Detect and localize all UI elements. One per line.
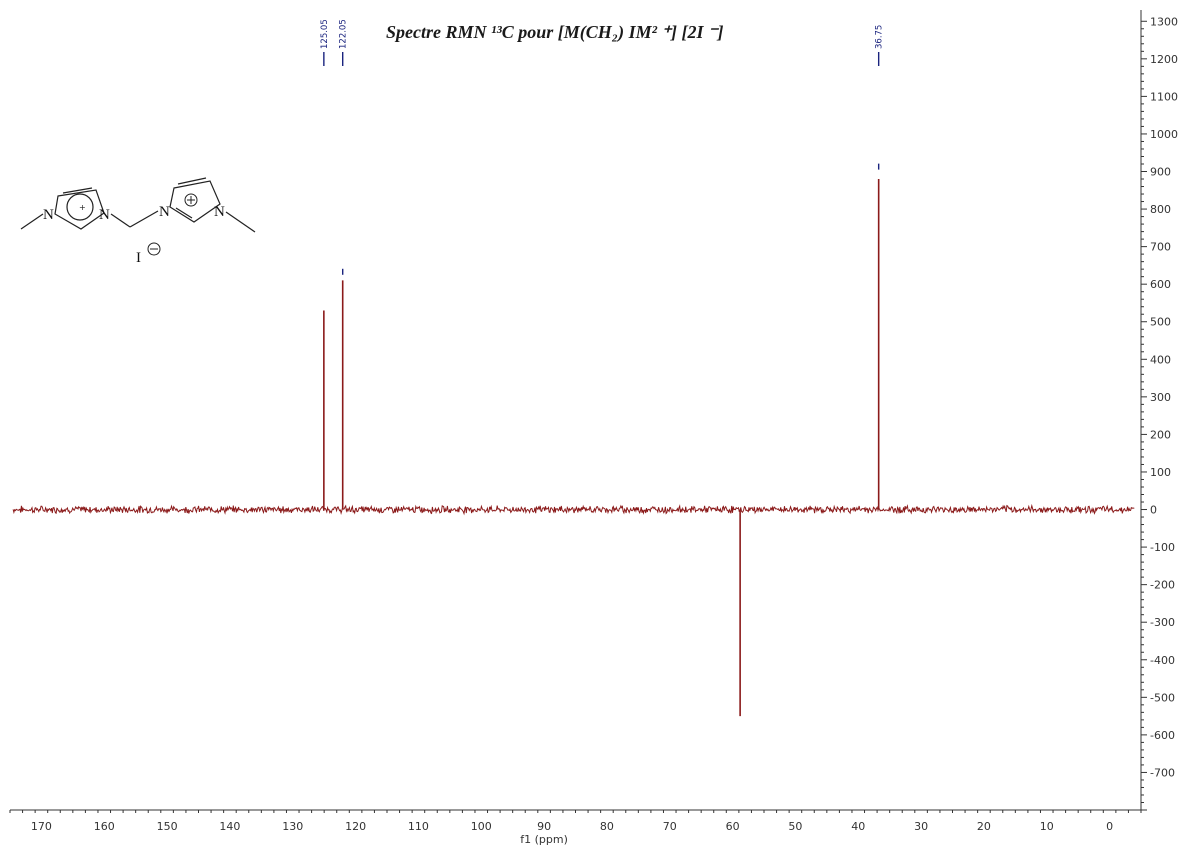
y-tick-label: 700 — [1150, 241, 1171, 254]
y-tick-label: 100 — [1150, 466, 1171, 479]
x-tick-label: 170 — [31, 820, 52, 833]
right-imidazole-ring — [170, 181, 220, 222]
y-tick-label: 0 — [1150, 504, 1157, 517]
molecule-structure: + N N N N I — [21, 178, 255, 266]
x-tick-label: 140 — [219, 820, 240, 833]
x-tick-label: 150 — [157, 820, 178, 833]
chart-title-text: Spectre RMN ¹³C pour [M(CH₂) IM² ⁺] [2I … — [386, 22, 723, 43]
right-n-methyl-atom: N — [214, 204, 225, 220]
y-tick-label: 200 — [1150, 428, 1171, 441]
x-tick-label: 100 — [471, 820, 492, 833]
x-tick-label: 70 — [663, 820, 677, 833]
y-tick-label: 600 — [1150, 278, 1171, 291]
y-tick-label: -400 — [1150, 654, 1175, 667]
left-n-methyl-atom: N — [43, 207, 54, 223]
x-tick-label: 160 — [94, 820, 115, 833]
left-n-bridge-atom: N — [99, 207, 110, 223]
y-tick-label: 1100 — [1150, 90, 1178, 103]
x-tick-label: 60 — [726, 820, 740, 833]
x-tick-label: 120 — [345, 820, 366, 833]
y-tick-label: 1200 — [1150, 53, 1178, 66]
x-tick-label: 110 — [408, 820, 429, 833]
right-methyl-bond — [226, 212, 255, 232]
y-tick-label: -100 — [1150, 541, 1175, 554]
left-methyl-bond — [21, 214, 43, 229]
y-tick-label: 800 — [1150, 203, 1171, 216]
x-tick-label: 40 — [851, 820, 865, 833]
iodide-counterion: I — [136, 250, 141, 266]
x-tick-label: 30 — [914, 820, 928, 833]
x-tick-label: 80 — [600, 820, 614, 833]
y-tick-label: 1300 — [1150, 15, 1178, 28]
y-tick-label: -300 — [1150, 616, 1175, 629]
x-tick-label: 20 — [977, 820, 991, 833]
y-tick-label: -700 — [1150, 766, 1175, 779]
y-tick-label: -600 — [1150, 729, 1175, 742]
x-tick-label: 130 — [282, 820, 303, 833]
peak-label: 125.05 — [320, 19, 330, 49]
x-axis-title: f1 (ppm) — [520, 833, 568, 846]
chart-title: Spectre RMN ¹³C pour [M(CH₂) IM² ⁺] [2I … — [386, 22, 723, 43]
bridge-bond-1 — [111, 214, 130, 227]
peak-label: 122.05 — [339, 19, 349, 49]
y-tick-label: -200 — [1150, 579, 1175, 592]
svg-text:+: + — [79, 203, 86, 212]
x-axis: 170 160 150 140 130 120 110 100 90 80 70 60 50 40 30 20… — [10, 810, 1141, 833]
plot-area — [13, 164, 1134, 716]
y-tick-label: 300 — [1150, 391, 1171, 404]
right-n-bridge-atom: N — [159, 204, 170, 220]
x-tick-label: 0 — [1106, 820, 1113, 833]
y-tick-label: 1000 — [1150, 128, 1178, 141]
x-tick-label: 50 — [788, 820, 802, 833]
bridge-bond-2 — [130, 211, 158, 227]
x-tick-label: 90 — [537, 820, 551, 833]
y-tick-label: 500 — [1150, 316, 1171, 329]
x-tick-label: 10 — [1040, 820, 1054, 833]
peak-label: 36.75 — [875, 25, 885, 49]
spectrum-baseline — [13, 506, 1134, 514]
y-tick-label: 400 — [1150, 353, 1171, 366]
y-tick-label: -500 — [1150, 691, 1175, 704]
y-tick-label: 900 — [1150, 166, 1171, 179]
y-axis: 1300120011001000900800700600500400300200… — [1141, 10, 1178, 810]
